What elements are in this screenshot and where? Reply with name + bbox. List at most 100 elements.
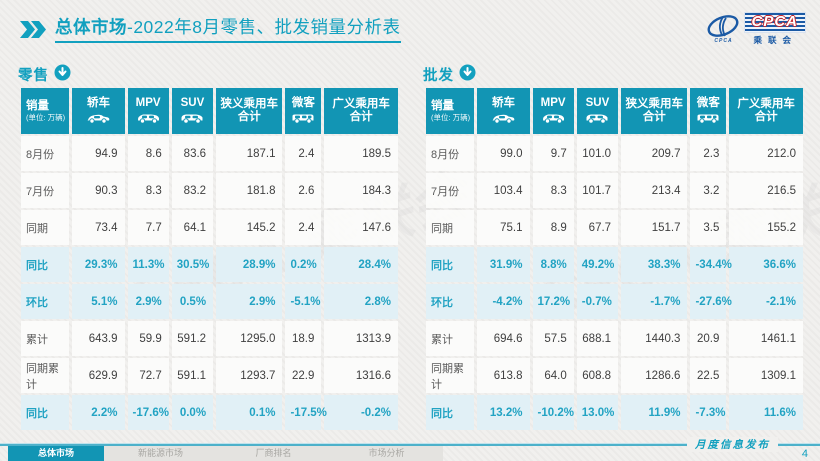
value-cell: 187.1	[216, 136, 283, 171]
row-label: 同比	[21, 247, 70, 282]
value-cell: 212.0	[729, 136, 803, 171]
table-row: 8月份 99.0 9.7 101.0 209.7 2.3 212.0	[426, 136, 803, 171]
cpca-logo-ellipse-icon: CPCA	[706, 14, 740, 44]
value-cell: 101.7	[576, 173, 619, 208]
table-row: 环比 -4.2% 17.2% -0.7% -1.7% -27.6% -2.1%	[426, 284, 803, 319]
section-header: 批发	[423, 63, 806, 86]
row-label: 同比	[426, 395, 475, 430]
table-row: 同期 75.1 8.9 67.7 151.7 3.5 155.2	[426, 210, 803, 245]
table-row: 7月份 90.3 8.3 83.2 181.8 2.6 184.3	[21, 173, 398, 208]
tab-厂商排名[interactable]: 厂商排名	[217, 446, 330, 461]
value-cell: 64.1	[171, 210, 214, 245]
page-title-rest: -2022年8月零售、批发销量分析表	[127, 17, 401, 37]
table-row: 同期累计 613.8 64.0 608.8 1286.6 22.5 1309.1	[426, 358, 803, 393]
sales-table: 销量 (单位: 万辆) 轿车 MPV SUV 狭义乘用车 合计 微客 广义乘用车 合计 8月份 94.…	[18, 86, 401, 432]
table-row: 7月份 103.4 8.3 101.7 213.4 3.2 216.5	[426, 173, 803, 208]
column-header: MPV	[532, 88, 574, 134]
value-cell: -0.2%	[324, 395, 398, 430]
footer-rule	[0, 443, 820, 446]
value-cell: -1.7%	[621, 284, 688, 319]
table-row: 同比 13.2% -10.2% 13.0% 11.9% -7.3% 11.6%	[426, 395, 803, 430]
column-header: SUV	[171, 88, 214, 134]
publication-label: 月度信息发布	[687, 437, 778, 452]
value-cell: -10.2%	[532, 395, 574, 430]
table-row: 同期累计 629.9 72.7 591.1 1293.7 22.9 1316.6	[21, 358, 398, 393]
value-cell: 151.7	[621, 210, 688, 245]
value-cell: 591.2	[171, 321, 214, 356]
double-chevron-icon	[20, 21, 47, 43]
value-cell: 608.8	[576, 358, 619, 393]
microvan-icon	[286, 112, 320, 125]
value-cell: 64.0	[532, 358, 574, 393]
value-cell: 73.4	[72, 210, 125, 245]
section-header: 零售	[18, 63, 401, 86]
value-cell: 1286.6	[621, 358, 688, 393]
value-cell: 11.6%	[729, 395, 803, 430]
tab-市场分析[interactable]: 市场分析	[330, 446, 443, 461]
value-cell: 591.1	[171, 358, 214, 393]
row-label: 8月份	[21, 136, 70, 171]
mpv-icon	[129, 112, 168, 125]
value-cell: 11.9%	[621, 395, 688, 430]
column-header: 狭义乘用车 合计	[621, 88, 688, 134]
value-cell: 2.9%	[216, 284, 283, 319]
value-cell: 2.4	[285, 210, 322, 245]
value-cell: 36.6%	[729, 247, 803, 282]
value-cell: 22.9	[285, 358, 322, 393]
table-row: 8月份 94.9 8.6 83.6 187.1 2.4 189.5	[21, 136, 398, 171]
value-cell: 694.6	[477, 321, 530, 356]
section-title: 批发	[423, 68, 454, 84]
wholesale-table-block: 批发 销量 (单位: 万辆) 轿车 MPV SUV 狭义乘用车 合计 微客 广义乘用车 合计 8月份 9…	[423, 63, 806, 432]
page-title-section: 总体市场	[55, 17, 127, 37]
value-cell: 57.5	[532, 321, 574, 356]
value-cell: 8.3	[532, 173, 574, 208]
row-label: 同期	[426, 210, 475, 245]
value-cell: -17.6%	[127, 395, 169, 430]
value-cell: 613.8	[477, 358, 530, 393]
value-cell: 145.2	[216, 210, 283, 245]
value-cell: 1440.3	[621, 321, 688, 356]
column-header: 轿车	[477, 88, 530, 134]
mpv-icon	[534, 112, 573, 125]
page-header: 总体市场-2022年8月零售、批发销量分析表	[20, 17, 401, 43]
value-cell: 629.9	[72, 358, 125, 393]
value-cell: 8.6	[127, 136, 169, 171]
microvan-icon	[691, 112, 725, 125]
column-header: MPV	[127, 88, 169, 134]
row-label: 同期累计	[21, 358, 70, 393]
table-row: 累计 643.9 59.9 591.2 1295.0 18.9 1313.9	[21, 321, 398, 356]
value-cell: 7.7	[127, 210, 169, 245]
sedan-icon	[478, 112, 528, 125]
value-cell: -2.1%	[729, 284, 803, 319]
value-cell: 38.3%	[621, 247, 688, 282]
tab-总体市场[interactable]: 总体市场	[8, 446, 104, 461]
unit-note: (单位: 万辆)	[26, 112, 66, 122]
value-cell: -0.7%	[576, 284, 619, 319]
value-cell: 0.0%	[171, 395, 214, 430]
value-cell: 2.3	[690, 136, 727, 171]
suv-icon	[173, 112, 212, 125]
value-cell: 17.2%	[532, 284, 574, 319]
value-cell: 8.9	[532, 210, 574, 245]
value-cell: 103.4	[477, 173, 530, 208]
cpca-logo-text: CPCA 乘联会	[744, 12, 806, 46]
value-cell: 3.2	[690, 173, 727, 208]
value-cell: 18.9	[285, 321, 322, 356]
value-cell: 2.2%	[72, 395, 125, 430]
row-label: 累计	[426, 321, 475, 356]
column-header: 狭义乘用车 合计	[216, 88, 283, 134]
value-cell: 28.4%	[324, 247, 398, 282]
value-cell: 184.3	[324, 173, 398, 208]
tab-新能源市场[interactable]: 新能源市场	[104, 446, 217, 461]
value-cell: 643.9	[72, 321, 125, 356]
value-cell: 83.6	[171, 136, 214, 171]
value-cell: 94.9	[72, 136, 125, 171]
value-cell: -5.1%	[285, 284, 322, 319]
value-cell: -17.5%	[285, 395, 327, 430]
value-cell: 9.7	[532, 136, 574, 171]
value-cell: 31.9%	[477, 247, 530, 282]
value-cell: 1295.0	[216, 321, 283, 356]
row-label: 7月份	[426, 173, 475, 208]
table-row: 同比 29.3% 11.3% 30.5% 28.9% 0.2% 28.4%	[21, 247, 398, 282]
